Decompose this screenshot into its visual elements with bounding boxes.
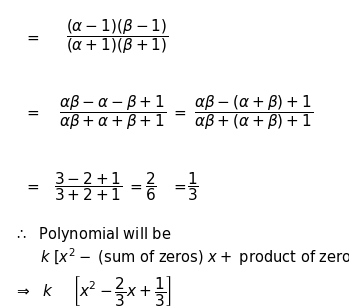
Text: $\dfrac{1}{3}$: $\dfrac{1}{3}$ xyxy=(187,170,199,203)
Text: $=$: $=$ xyxy=(24,30,40,44)
Text: $\Rightarrow\ \ k$: $\Rightarrow\ \ k$ xyxy=(14,283,54,299)
Text: $\left[x^2 - \dfrac{2}{3}x + \dfrac{1}{3}\right]$: $\left[x^2 - \dfrac{2}{3}x + \dfrac{1}{3… xyxy=(72,274,172,308)
Text: $=$: $=$ xyxy=(171,179,187,194)
Text: $\therefore$  Polynomial will be: $\therefore$ Polynomial will be xyxy=(14,225,171,244)
Text: $\dfrac{\alpha\beta -\alpha - \beta +1}{\alpha\beta +\alpha + \beta +1}$: $\dfrac{\alpha\beta -\alpha - \beta +1}{… xyxy=(59,93,167,132)
Text: $\dfrac{\alpha\beta -(\alpha + \beta)+1}{\alpha\beta +(\alpha + \beta)+1}$: $\dfrac{\alpha\beta -(\alpha + \beta)+1}… xyxy=(194,93,313,132)
Text: $=$: $=$ xyxy=(24,105,40,120)
Text: $=$: $=$ xyxy=(24,179,40,194)
Text: $\dfrac{3-2+1}{3+2+1}$: $\dfrac{3-2+1}{3+2+1}$ xyxy=(54,170,122,203)
Text: $=$: $=$ xyxy=(171,105,187,120)
Text: $=$: $=$ xyxy=(127,179,143,194)
Text: $\dfrac{(\alpha -1)(\beta -1)}{(\alpha +1)(\beta +1)}$: $\dfrac{(\alpha -1)(\beta -1)}{(\alpha +… xyxy=(66,18,169,56)
Text: $\dfrac{2}{6}$: $\dfrac{2}{6}$ xyxy=(145,170,157,203)
Text: $k\ [x^2 -$ (sum of zeros) $x +$ product of zeros$]$: $k\ [x^2 -$ (sum of zeros) $x +$ product… xyxy=(40,246,349,268)
